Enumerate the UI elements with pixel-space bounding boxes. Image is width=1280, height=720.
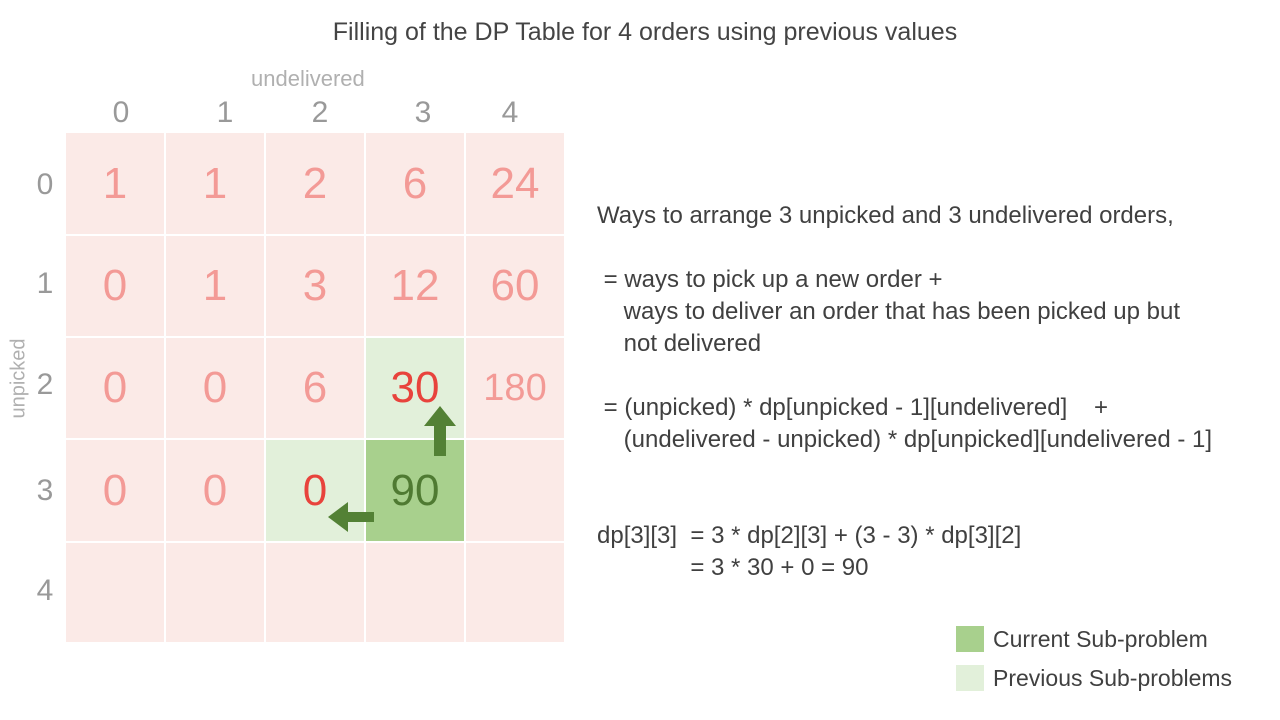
formula-line: (undelivered - unpicked) * dp[unpicked][…	[597, 426, 1213, 453]
dp-table: 1 1 2 6 24 0 1 3 12 60 0 0 6 30 180 0 0 0 90	[65, 132, 565, 643]
dp-cell	[165, 542, 265, 643]
legend-label-previous: Previous Sub-problems	[993, 665, 1233, 691]
dp-cell	[365, 542, 465, 643]
column-header: 2	[311, 96, 329, 129]
dp-cell: 1	[65, 132, 165, 235]
dp-cell: 0	[65, 337, 165, 439]
dp-cell: 6	[265, 337, 365, 439]
dp-cell: 0	[165, 439, 265, 542]
column-header: 0	[112, 96, 130, 129]
row-header: 0	[36, 168, 54, 201]
column-header: 1	[216, 96, 234, 129]
dp-cell	[465, 542, 565, 643]
dp-cell	[465, 439, 565, 542]
dp-cell: 1	[165, 235, 265, 337]
explanation-line: not delivered	[597, 330, 762, 357]
dp-cell: 3	[265, 235, 365, 337]
dp-cell: 2	[265, 132, 365, 235]
dp-cell: 24	[465, 132, 565, 235]
dp-cell	[265, 542, 365, 643]
dp-cell: 0	[165, 337, 265, 439]
dp-cell-previous: 0	[265, 439, 365, 542]
dp-cell	[65, 542, 165, 643]
dp-cell: 180	[465, 337, 565, 439]
calculation-line: dp[3][3] = 3 * dp[2][3] + (3 - 3) * dp[3…	[597, 522, 1022, 549]
formula-line: = (unpicked) * dp[unpicked - 1][undelive…	[597, 394, 1108, 421]
up-arrow-icon	[424, 406, 456, 456]
legend-label-current: Current Sub-problem	[993, 626, 1208, 652]
row-header: 4	[36, 574, 54, 607]
explanation-line: Ways to arrange 3 unpicked and 3 undeliv…	[597, 202, 1174, 229]
dp-cell: 6	[365, 132, 465, 235]
page-title: Filling of the DP Table for 4 orders usi…	[332, 18, 958, 46]
dp-cell: 1	[165, 132, 265, 235]
legend-swatch-current	[956, 626, 984, 652]
explanation-line: ways to deliver an order that has been p…	[597, 298, 1181, 325]
column-header: 3	[414, 96, 432, 129]
dp-cell: 12	[365, 235, 465, 337]
row-header: 1	[36, 267, 54, 300]
row-header: 3	[36, 474, 54, 507]
legend-swatch-previous	[956, 665, 984, 691]
row-header: 2	[36, 368, 54, 401]
dp-cell: 0	[65, 235, 165, 337]
left-arrow-icon	[328, 502, 374, 532]
dp-cell: 0	[65, 439, 165, 542]
explanation-line: = ways to pick up a new order +	[597, 266, 943, 293]
calculation-line: = 3 * 30 + 0 = 90	[597, 554, 869, 581]
row-axis-label: unpicked	[7, 338, 30, 419]
column-axis-label: undelivered	[251, 66, 365, 91]
dp-cell: 60	[465, 235, 565, 337]
column-header: 4	[501, 96, 519, 129]
dp-cell-current: 90	[365, 439, 465, 542]
